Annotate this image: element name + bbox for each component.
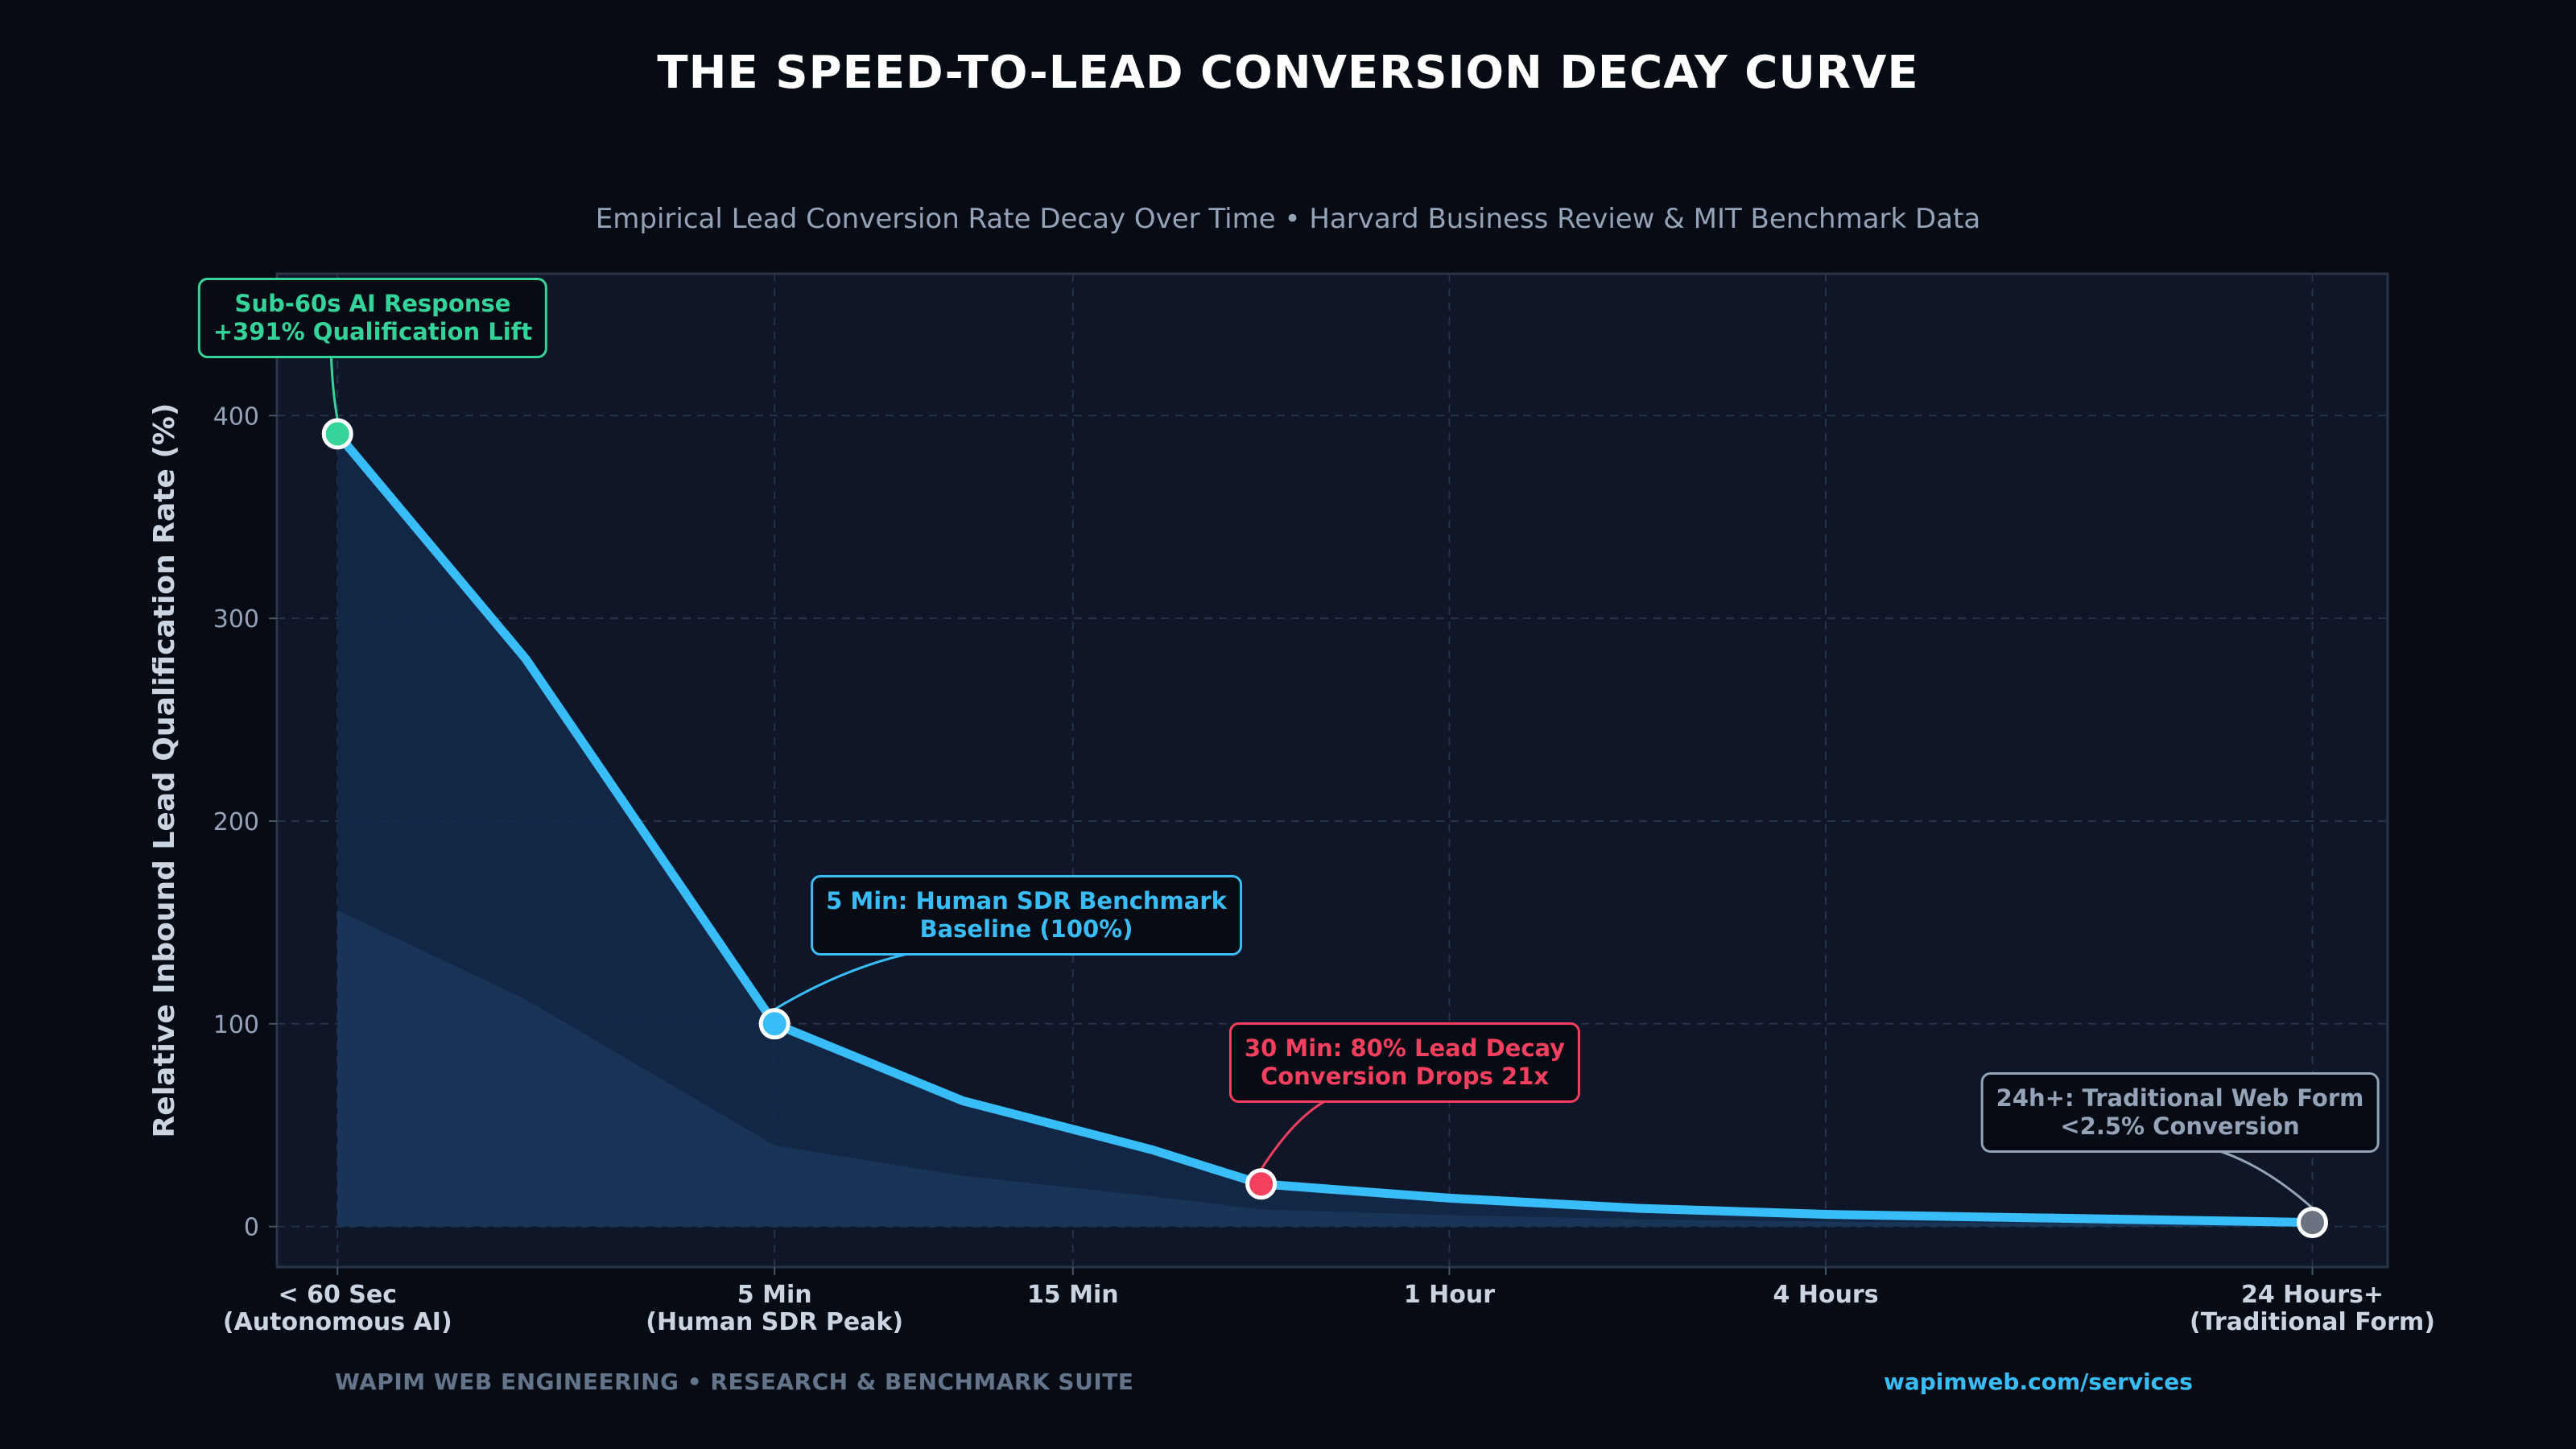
axis-ticks: 0 100 200 300 400 < 60 Sec(Autonomous AI) 5 Mi… — [213, 402, 2435, 1336]
data-point-marker — [758, 1008, 791, 1040]
x-tick-label: 5 Min — [737, 1281, 812, 1309]
footer-link[interactable]: wapimweb.com/services — [1884, 1368, 2193, 1395]
x-tick-label: < 60 Sec — [279, 1281, 398, 1309]
annotation-leader — [1260, 1097, 1331, 1170]
series-line — [332, 429, 2317, 1228]
annotation-box: Sub-60s AI Response +391% Qualification L… — [197, 278, 548, 358]
annotation-text: 24h+: Traditional Web Form — [1996, 1084, 2364, 1112]
chart-subtitle: Empirical Lead Conversion Rate Decay Ove… — [595, 203, 1981, 235]
chart-title: THE SPEED-TO-LEAD CONVERSION DECAY CURVE — [657, 47, 1919, 99]
series-lines — [332, 429, 2317, 1228]
annotation-markers — [321, 418, 2328, 1239]
annotation-text: 5 Min: Human SDR Benchmark — [826, 887, 1227, 914]
annotation-leader — [329, 353, 339, 420]
annotation-box: 24h+: Traditional Web Form <2.5% Conversi… — [1980, 1072, 2380, 1153]
y-tick-label: 0 — [244, 1214, 259, 1242]
y-tick-label: 200 — [213, 808, 259, 836]
footer-brand: WAPIM WEB ENGINEERING • RESEARCH & BENCH… — [335, 1368, 1134, 1395]
annotation-text: Sub-60s AI Response — [234, 290, 511, 317]
x-tick-label: (Traditional Form) — [2190, 1308, 2435, 1336]
x-tick-label: (Human SDR Peak) — [646, 1308, 903, 1336]
data-point-marker — [321, 418, 353, 450]
x-tick-label: 4 Hours — [1773, 1281, 1879, 1309]
y-axis-label: Relative Inbound Lead Qualification Rate… — [148, 403, 181, 1138]
annotation-text: Baseline (100%) — [919, 915, 1133, 943]
x-tick-label: 24 Hours+ — [2241, 1281, 2384, 1309]
x-tick-label: (Autonomous AI) — [223, 1308, 452, 1336]
annotation-text: +391% Qualification Lift — [213, 318, 533, 345]
y-tick-label: 400 — [213, 402, 259, 431]
inner-band-fill — [337, 910, 2313, 1227]
data-point-marker — [1245, 1168, 1278, 1200]
y-tick-label: 300 — [213, 605, 259, 634]
data-point-marker — [2296, 1207, 2328, 1239]
x-tick-label: 15 Min — [1027, 1281, 1119, 1309]
y-tick-label: 100 — [213, 1011, 259, 1039]
annotation-box: 30 Min: 80% Lead Decay Conversion Drops 2… — [1228, 1022, 1581, 1103]
annotation-text: Conversion Drops 21x — [1260, 1063, 1550, 1090]
annotation-box: 5 Min: Human SDR Benchmark Baseline (100%… — [811, 875, 1242, 956]
annotation-text: <2.5% Conversion — [2060, 1113, 2300, 1140]
annotation-text: 30 Min: 80% Lead Decay — [1244, 1034, 1566, 1062]
area-fills — [337, 433, 2313, 1227]
x-tick-label: 1 Hour — [1404, 1281, 1495, 1309]
